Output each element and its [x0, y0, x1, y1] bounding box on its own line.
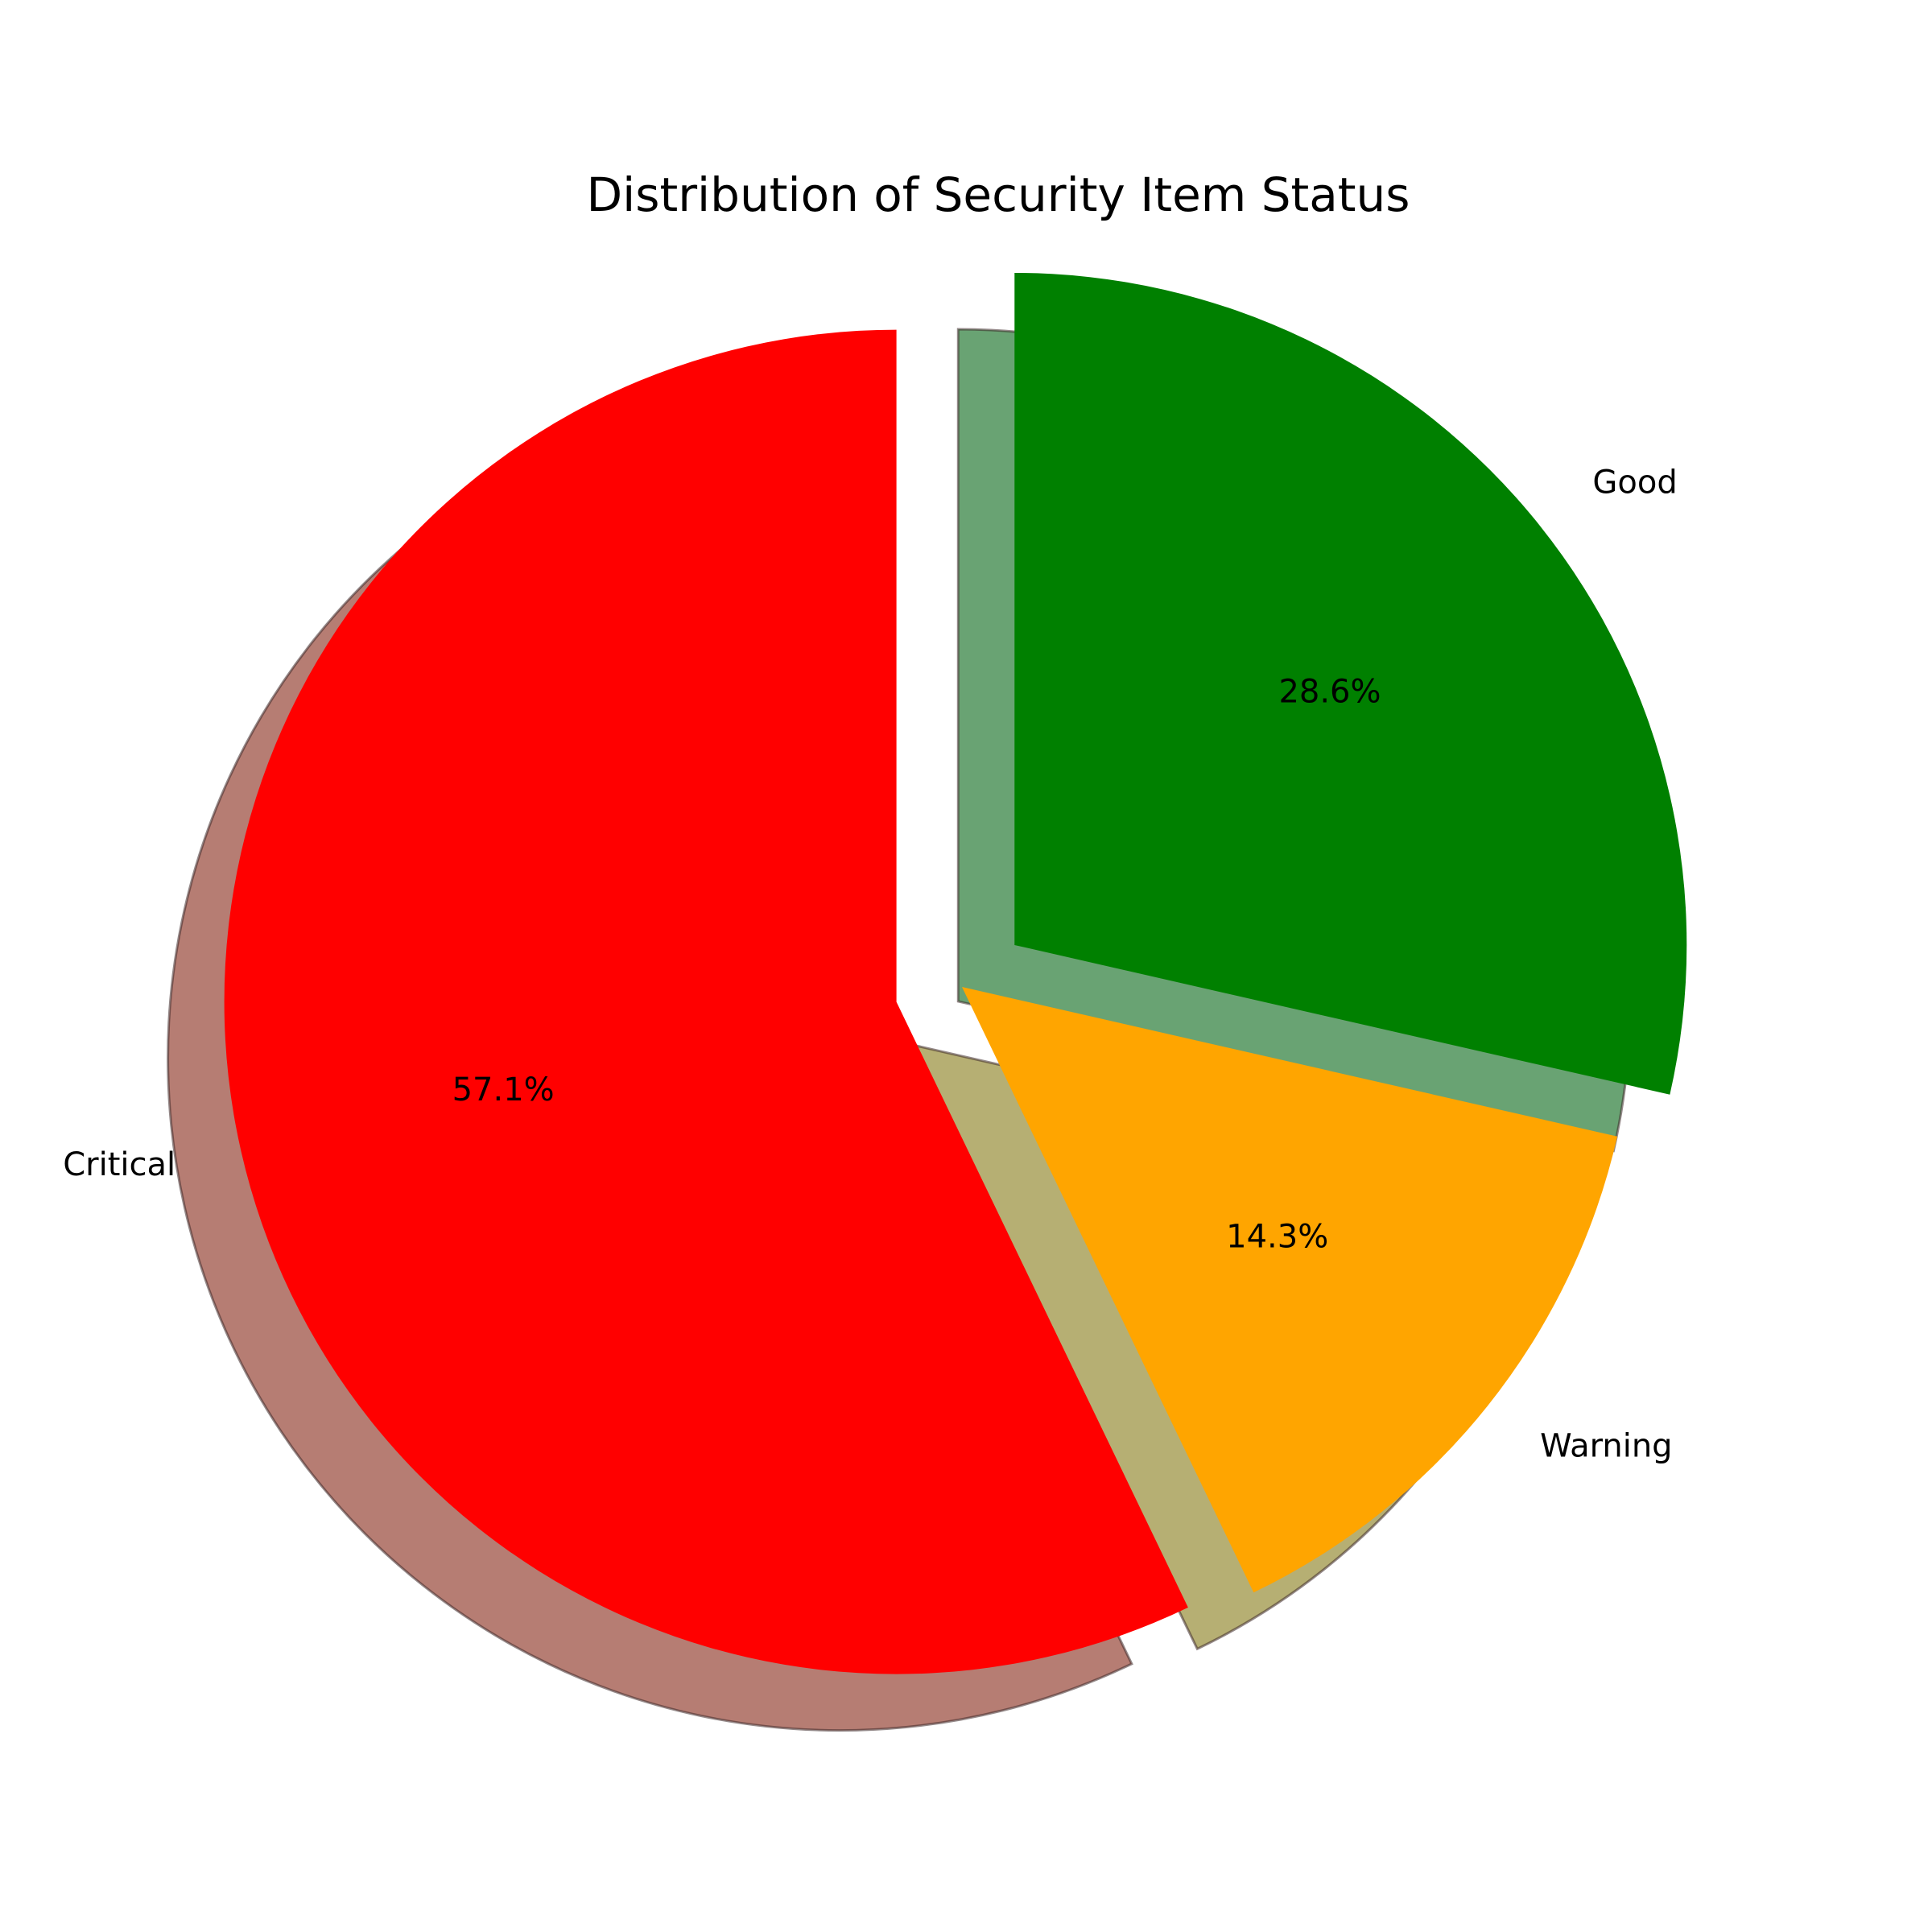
pie-label-layer: Good 28.6% Warning 14.3% Critical 57.1%	[63, 464, 1678, 1464]
slice-label-warning: Warning	[1540, 1428, 1672, 1465]
slice-label-critical: Critical	[63, 1146, 175, 1183]
slice-percent-warning: 14.3%	[1226, 1218, 1328, 1255]
pie-slice-layer	[224, 272, 1687, 1674]
pie-slice-warning	[962, 987, 1618, 1593]
pie-slice-good	[1014, 272, 1687, 1095]
chart-title: Distribution of Security Item Status	[586, 167, 1410, 222]
slice-percent-critical: 57.1%	[452, 1071, 555, 1108]
slice-percent-good: 28.6%	[1278, 674, 1381, 711]
slice-label-good: Good	[1592, 464, 1677, 501]
pie-slice-critical	[224, 329, 1188, 1674]
